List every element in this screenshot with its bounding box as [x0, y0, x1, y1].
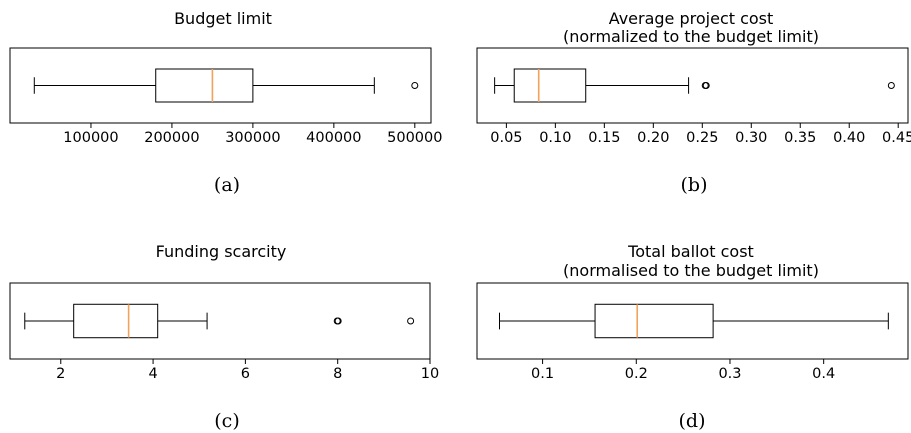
panel-d-x-tick-label: 0.3: [718, 366, 741, 382]
panel-a-x-tick-label: 100000: [63, 130, 118, 146]
panel-c-outlier-1: [334, 317, 342, 325]
panel-c-x-ticks: 2 4 6 8 10: [56, 359, 439, 382]
panel-b-x-tick-label: 0.40: [833, 130, 865, 146]
panel-d-title-line-1: Total ballot cost: [627, 242, 754, 261]
panel-b: Average project cost (normalized to the …: [476, 9, 911, 196]
panel-c-x-tick-label: 4: [148, 366, 157, 382]
panel-b-box: [513, 68, 587, 103]
panel-c-marks: [24, 303, 415, 339]
panel-b-x-tick-label: 0.10: [539, 130, 571, 146]
panel-a-title-line-1: Budget limit: [174, 9, 272, 28]
panel-b-x-tick-label: 0.35: [784, 130, 816, 146]
panel-c-caption: (c): [214, 410, 239, 432]
panel-a-x-tick-label: 300000: [225, 130, 280, 146]
panel-a-x-tick-label: 200000: [144, 130, 199, 146]
panel-a-box: [155, 68, 254, 103]
panel-c-axes-frame: [9, 282, 431, 360]
panel-c: Funding scarcity 2 4 6 8 10 (c): [9, 242, 439, 432]
panel-b-x-ticks: 0.05 0.10 0.15 0.20 0.25 0.30 0.35 0.40 0.45: [490, 123, 911, 146]
panel-b-x-tick-label: 0.20: [637, 130, 669, 146]
panel-d-x-ticks: 0.1 0.2 0.3 0.4: [531, 359, 835, 382]
panel-b-x-tick-label: 0.05: [490, 130, 522, 146]
panel-b-marks: [494, 68, 895, 103]
panel-b-title-line-1: Average project cost: [609, 9, 774, 28]
panel-b-x-tick-label: 0.45: [882, 130, 911, 146]
panel-a-outlier-0: [411, 82, 419, 89]
panel-c-x-tick-label: 6: [241, 366, 250, 382]
panel-d-x-tick-label: 0.2: [625, 366, 648, 382]
panel-b-outlier-1: [702, 82, 710, 89]
panel-a-x-tick-label: 400000: [306, 130, 361, 146]
panel-b-axes-frame: [476, 47, 909, 124]
panel-d-x-tick-label: 0.4: [812, 366, 835, 382]
panel-a: Budget limit 100000 200000 300000 400000 500…: [9, 9, 442, 196]
panel-a-x-tick-label: 500000: [387, 130, 442, 146]
panel-d: Total ballot cost (normalised to the bud…: [476, 242, 909, 432]
panel-d-caption: (d): [679, 410, 706, 432]
panel-b-caption: (b): [681, 174, 708, 196]
panel-d-axes-frame: [476, 282, 909, 360]
panel-a-marks: [33, 68, 419, 103]
panel-b-x-tick-label: 0.25: [686, 130, 718, 146]
panel-d-box: [594, 303, 714, 339]
panel-c-box: [73, 303, 159, 339]
panel-b-x-tick-label: 0.15: [588, 130, 620, 146]
panel-c-x-tick-label: 10: [421, 366, 439, 382]
panel-c-x-tick-label: 2: [56, 366, 65, 382]
panel-c-x-tick-label: 8: [333, 366, 342, 382]
panel-a-axes-frame: [9, 47, 432, 124]
panel-b-outlier-2: [887, 82, 895, 89]
panel-a-x-ticks: 100000 200000 300000 400000 500000: [63, 123, 442, 146]
panel-d-x-tick-label: 0.1: [531, 366, 554, 382]
panel-b-title-line-2: (normalized to the budget limit): [563, 27, 819, 46]
panel-c-title-line-1: Funding scarcity: [156, 242, 287, 261]
panel-b-x-tick-label: 0.30: [735, 130, 767, 146]
panel-d-title-line-2: (normalised to the budget limit): [563, 261, 819, 280]
panel-c-outlier-2: [407, 317, 415, 325]
panel-d-marks: [498, 303, 889, 339]
panel-a-caption: (a): [214, 174, 240, 196]
